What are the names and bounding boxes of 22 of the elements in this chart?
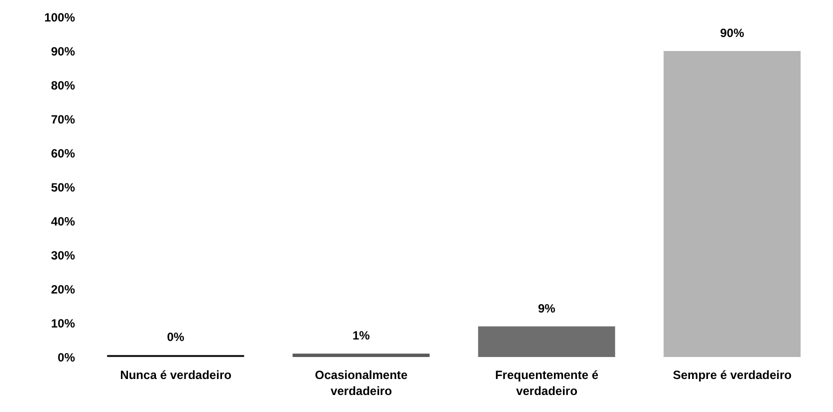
y-tick-label: 50% [50, 180, 76, 194]
y-tick-label: 20% [50, 282, 76, 296]
x-tick-label: Frequentemente é verdadeiro [495, 368, 599, 398]
y-tick-label: 0% [58, 350, 76, 364]
y-tick-label: 90% [50, 44, 76, 58]
y-tick-label: 40% [50, 214, 76, 228]
bar [292, 354, 430, 357]
y-tick-label: 10% [50, 316, 76, 330]
y-tick-label: 60% [50, 146, 76, 160]
bar [478, 326, 616, 357]
bar [664, 51, 801, 357]
y-tick-label: 80% [50, 78, 76, 92]
data-label: 90% [720, 26, 744, 40]
data-label: 0% [166, 330, 185, 344]
data-label: 9% [538, 301, 556, 316]
x-tick-label: Nunca é verdadeiro [120, 368, 232, 382]
x-tick-label: Sempre é verdadeiro [672, 368, 792, 382]
y-tick-label: 100% [44, 10, 76, 24]
y-tick-label: 30% [50, 248, 76, 262]
x-tick-label: Ocasionalmente verdadeiro [314, 368, 408, 398]
data-label: 1% [352, 328, 370, 343]
y-tick-label: 70% [50, 112, 76, 126]
